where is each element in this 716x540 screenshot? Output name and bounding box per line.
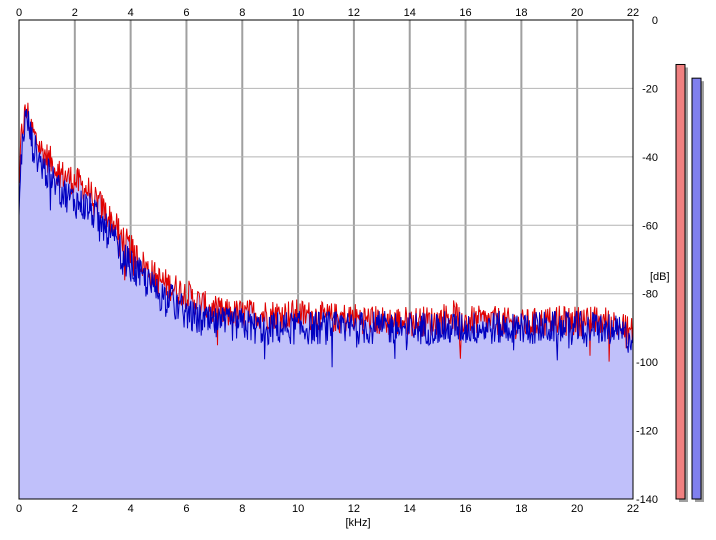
- x-tick-label-top: 4: [128, 7, 134, 19]
- y-tick-label: -60: [642, 220, 658, 232]
- spectrum-area: [19, 102, 633, 500]
- y-tick-label: -80: [642, 289, 658, 301]
- y-tick-label: -120: [636, 426, 658, 438]
- level-meter-blue: [691, 77, 702, 500]
- x-tick-label-bottom: 16: [459, 503, 471, 515]
- x-tick-label-top: 0: [16, 7, 22, 19]
- spectrum-fill: [19, 102, 633, 500]
- x-tick-label-bottom: 18: [515, 503, 527, 515]
- level-meter-red: [675, 63, 686, 500]
- x-tick-label-top: 20: [571, 7, 583, 19]
- x-tick-label-top: 18: [515, 7, 527, 19]
- y-tick-label: -140: [636, 494, 658, 506]
- y-tick-label: 0: [652, 15, 658, 27]
- y-axis-label: [dB]: [650, 271, 670, 283]
- series-lines: [18, 19, 634, 500]
- x-tick-label-bottom: 0: [16, 503, 22, 515]
- x-tick-label-bottom: 8: [239, 503, 245, 515]
- x-tick-label-bottom: 14: [404, 503, 416, 515]
- x-tick-label-bottom: 4: [128, 503, 134, 515]
- x-tick-label-top: 6: [183, 7, 189, 19]
- x-tick-labels-bottom: 0 2 4 6 8 10 12 14 16 18 20 22: [16, 503, 639, 515]
- y-tick-label: -20: [642, 83, 658, 95]
- x-tick-label-bottom: 12: [348, 503, 360, 515]
- x-tick-label-top: 16: [459, 7, 471, 19]
- x-tick-labels-top: 0 2 4 6 8 10 12 14 16 18 20 22: [16, 7, 639, 19]
- x-tick-label-top: 8: [239, 7, 245, 19]
- x-tick-label-top: 14: [404, 7, 416, 19]
- x-tick-label-top: 22: [627, 7, 639, 19]
- x-tick-label-top: 12: [348, 7, 360, 19]
- plot-border: [18, 19, 634, 500]
- x-tick-label-top: 2: [72, 7, 78, 19]
- x-tick-label-bottom: 10: [292, 503, 304, 515]
- y-tick-labels: 0 -20 -40 -60 -80 -100 -120 -140: [636, 15, 658, 506]
- level-meters: [675, 63, 704, 503]
- x-tick-label-bottom: 20: [571, 503, 583, 515]
- x-tick-label-top: 10: [292, 7, 304, 19]
- x-tick-label-bottom: 6: [183, 503, 189, 515]
- y-tick-label: -100: [636, 357, 658, 369]
- x-tick-label-bottom: 2: [72, 503, 78, 515]
- series-line-blue: [18, 108, 634, 368]
- y-tick-label: -40: [642, 152, 658, 164]
- x-axis-label: [kHz]: [345, 517, 370, 529]
- x-tick-label-bottom: 22: [627, 503, 639, 515]
